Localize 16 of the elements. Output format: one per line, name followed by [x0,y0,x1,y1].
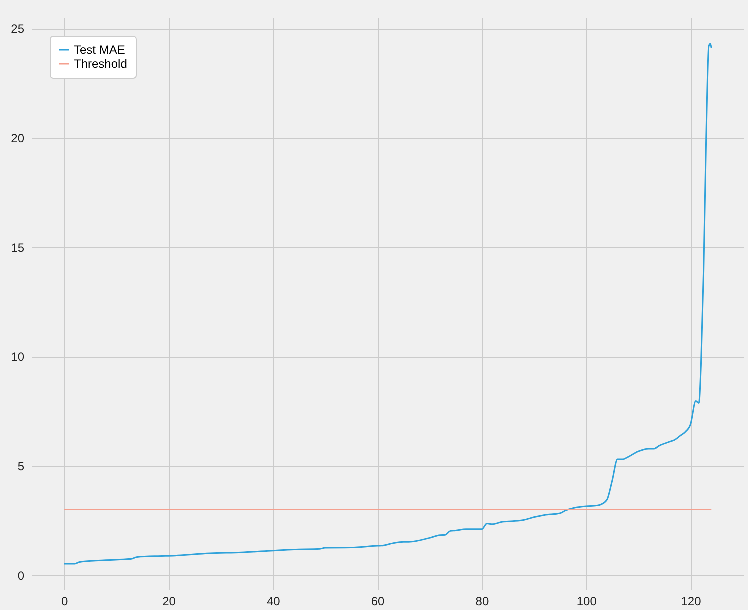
y-tick-label: 25 [11,22,25,36]
legend-label: Test MAE [74,43,126,57]
x-tick-label: 80 [476,594,490,608]
x-tick-label: 60 [371,594,386,608]
y-tick-label: 10 [11,350,25,364]
y-tick-label: 15 [11,240,25,255]
x-tick-label: 100 [576,594,598,608]
x-tick-label: 0 [62,594,69,608]
y-tick-label: 0 [18,568,25,583]
x-tick-label: 20 [162,594,176,608]
y-tick-label: 5 [18,460,25,474]
x-tick-label: 40 [266,594,281,608]
legend-label: Threshold [74,57,128,71]
line-series [64,43,712,565]
x-tick-label: 120 [681,594,702,608]
y-tick-label: 20 [11,132,25,146]
